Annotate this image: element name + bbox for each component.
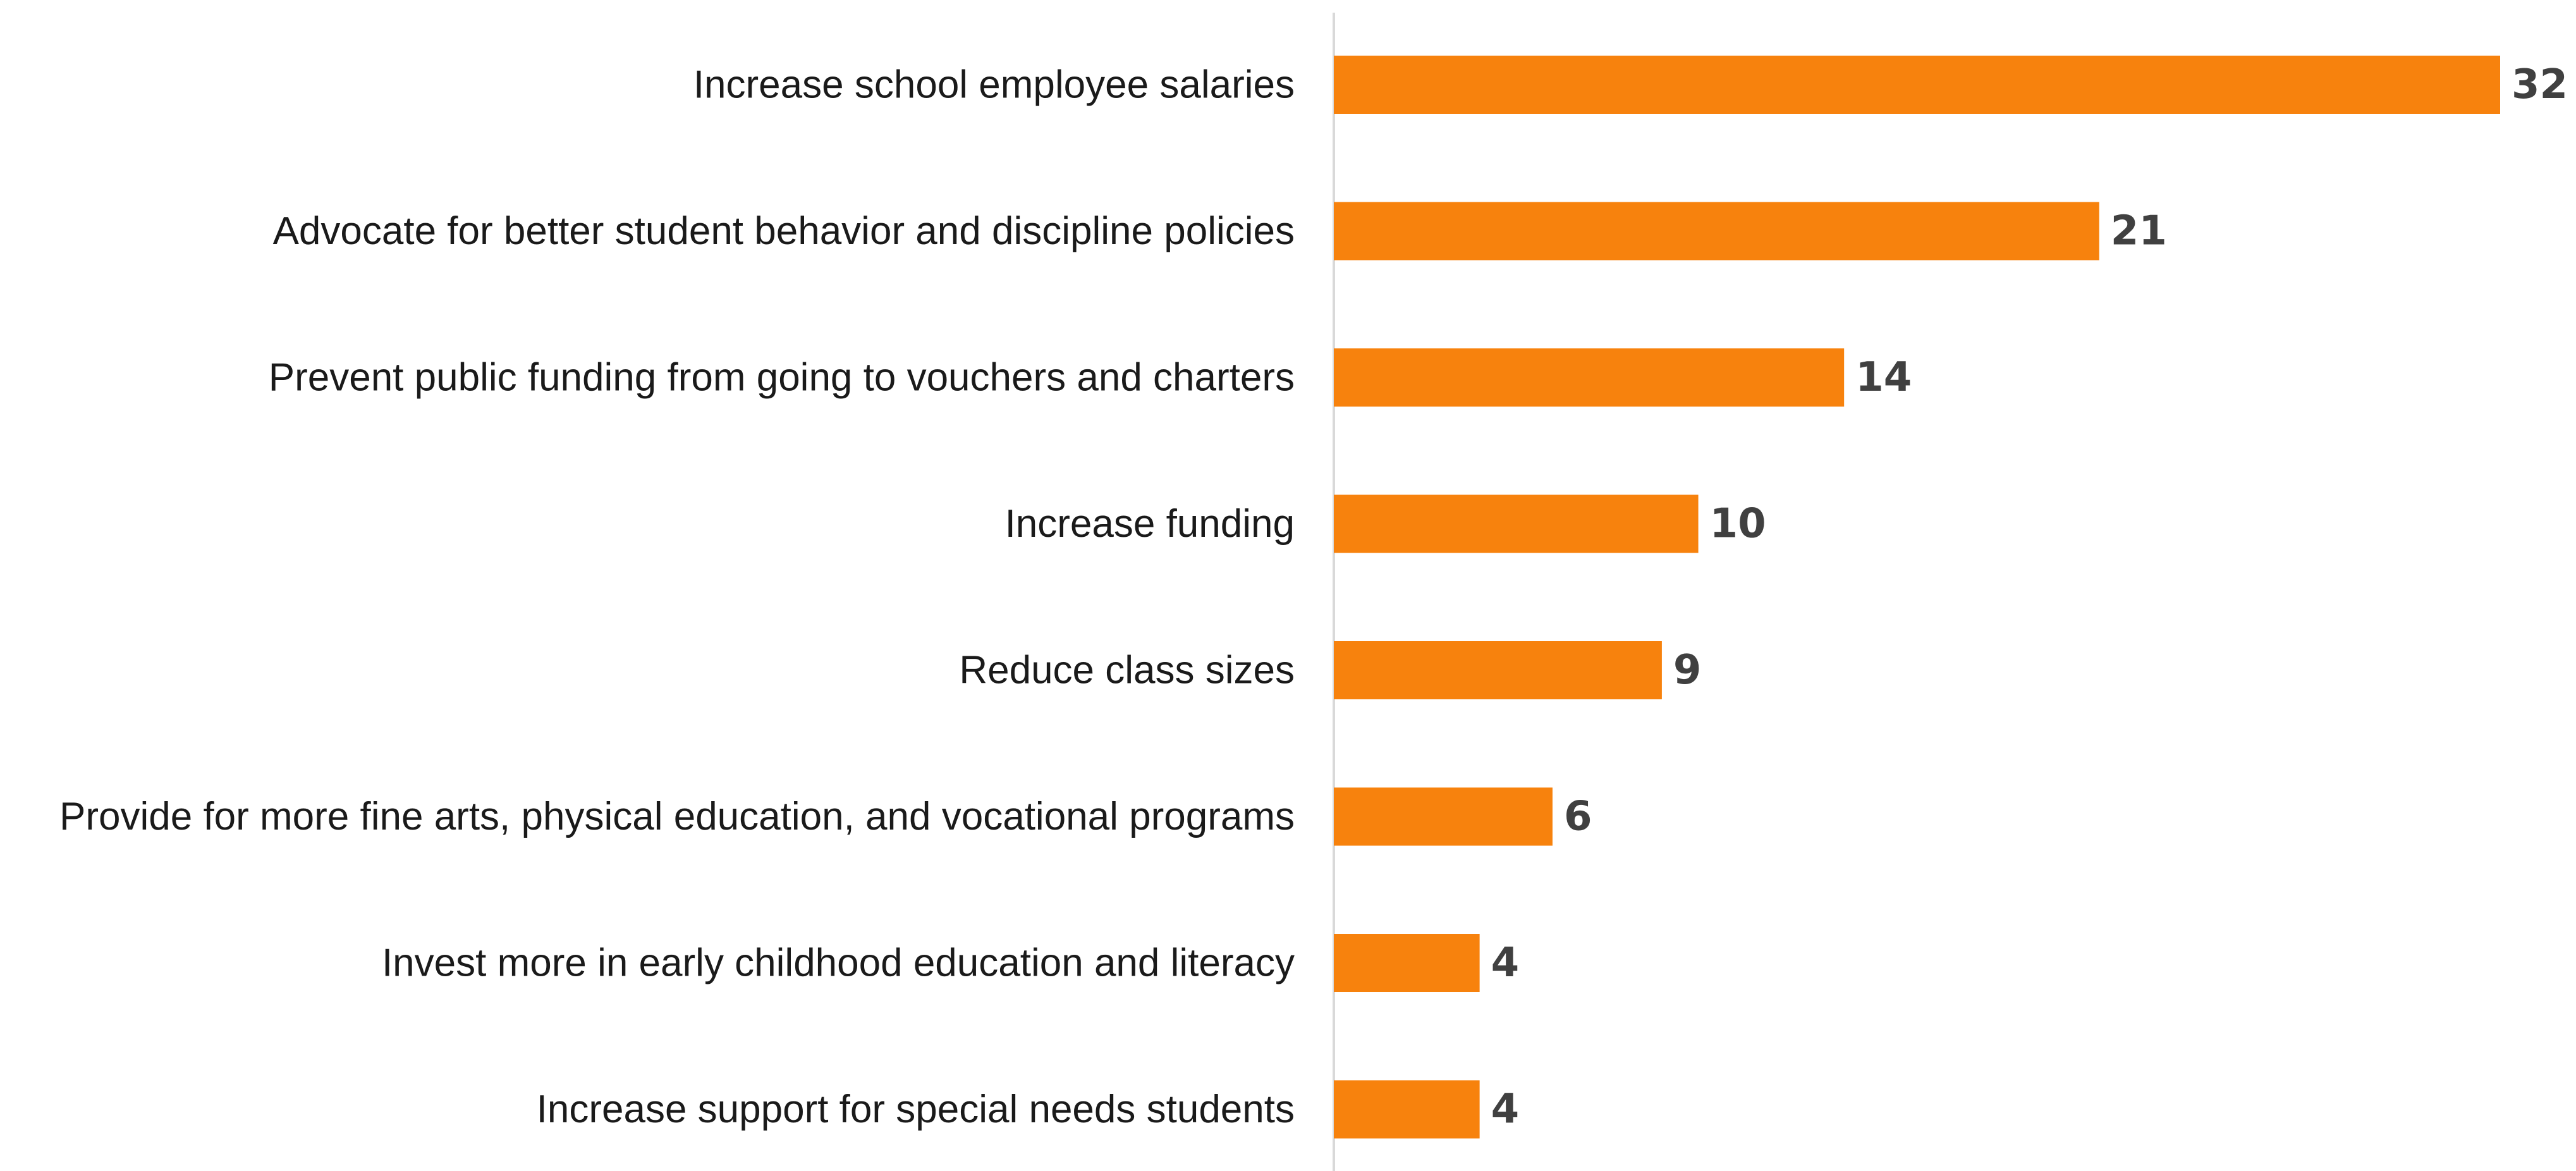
data-labels-group: 32 21 14 10 9 6 4 4 xyxy=(1491,61,2568,1133)
data-label: 32 xyxy=(2512,61,2568,108)
category-label: Increase funding xyxy=(1005,502,1295,546)
bar xyxy=(1334,348,1845,407)
bar xyxy=(1334,202,2099,261)
bar xyxy=(1334,494,1699,553)
category-labels-group: Increase school employee salaries Advocat… xyxy=(59,63,1295,1132)
bar xyxy=(1334,56,2500,114)
bar xyxy=(1334,1080,1480,1139)
data-label: 14 xyxy=(1855,354,1912,401)
bars-group xyxy=(1334,56,2500,1139)
category-label: Increase school employee salaries xyxy=(693,63,1295,107)
bar xyxy=(1334,641,1662,699)
data-label: 21 xyxy=(2111,208,2167,255)
data-label: 6 xyxy=(1564,794,1592,840)
data-label: 10 xyxy=(1710,501,1766,548)
category-label: Invest more in early childhood education… xyxy=(382,941,1295,985)
data-label: 4 xyxy=(1491,1086,1520,1133)
data-label: 9 xyxy=(1673,647,1702,694)
data-label: 4 xyxy=(1491,940,1520,986)
category-label: Provide for more fine arts, physical edu… xyxy=(59,795,1295,838)
bar xyxy=(1334,787,1553,846)
category-label: Reduce class sizes xyxy=(959,649,1295,692)
category-label: Advocate for better student behavior and… xyxy=(273,209,1295,253)
bar xyxy=(1334,934,1480,992)
category-label: Increase support for special needs stude… xyxy=(537,1088,1295,1131)
category-label: Prevent public funding from going to vou… xyxy=(269,356,1295,400)
